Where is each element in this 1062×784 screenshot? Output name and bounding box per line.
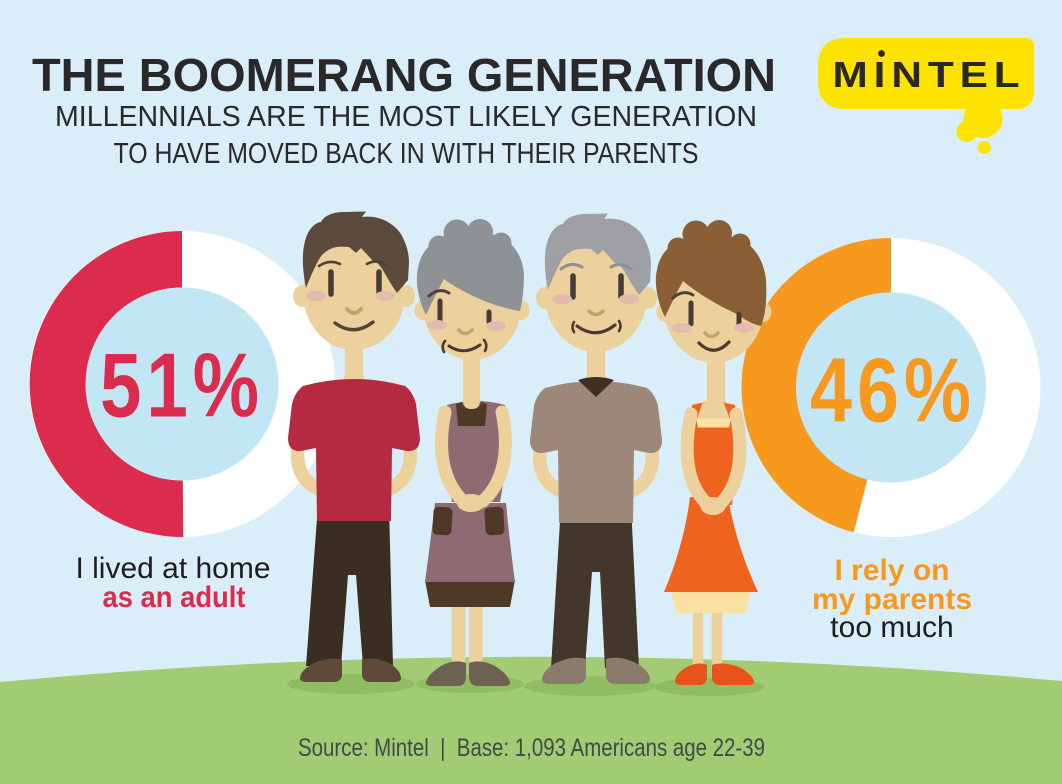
svg-text:too much: too much <box>830 611 953 644</box>
svg-text:46%: 46% <box>810 341 976 442</box>
svg-text:my parents: my parents <box>812 583 972 616</box>
svg-text:MILLENNIALS ARE THE MOST LIKEL: MILLENNIALS ARE THE MOST LIKELY GENERATI… <box>55 101 757 133</box>
svg-text:51%: 51% <box>100 336 264 437</box>
svg-text:TO HAVE MOVED BACK IN WITH THE: TO HAVE MOVED BACK IN WITH THEIR PARENTS <box>114 138 699 170</box>
svg-text:MINTEL: MINTEL <box>833 54 1026 95</box>
svg-text:THE BOOMERANG GENERATION: THE BOOMERANG GENERATION <box>32 49 776 101</box>
svg-text:I lived at home: I lived at home <box>75 552 270 585</box>
svg-text:I rely on: I rely on <box>834 554 949 587</box>
svg-text:Source: Mintel | Base: 1,093: Source: Mintel | Base: 1,093 Americans a… <box>298 734 765 762</box>
svg-text:as an adult: as an adult <box>103 581 246 614</box>
